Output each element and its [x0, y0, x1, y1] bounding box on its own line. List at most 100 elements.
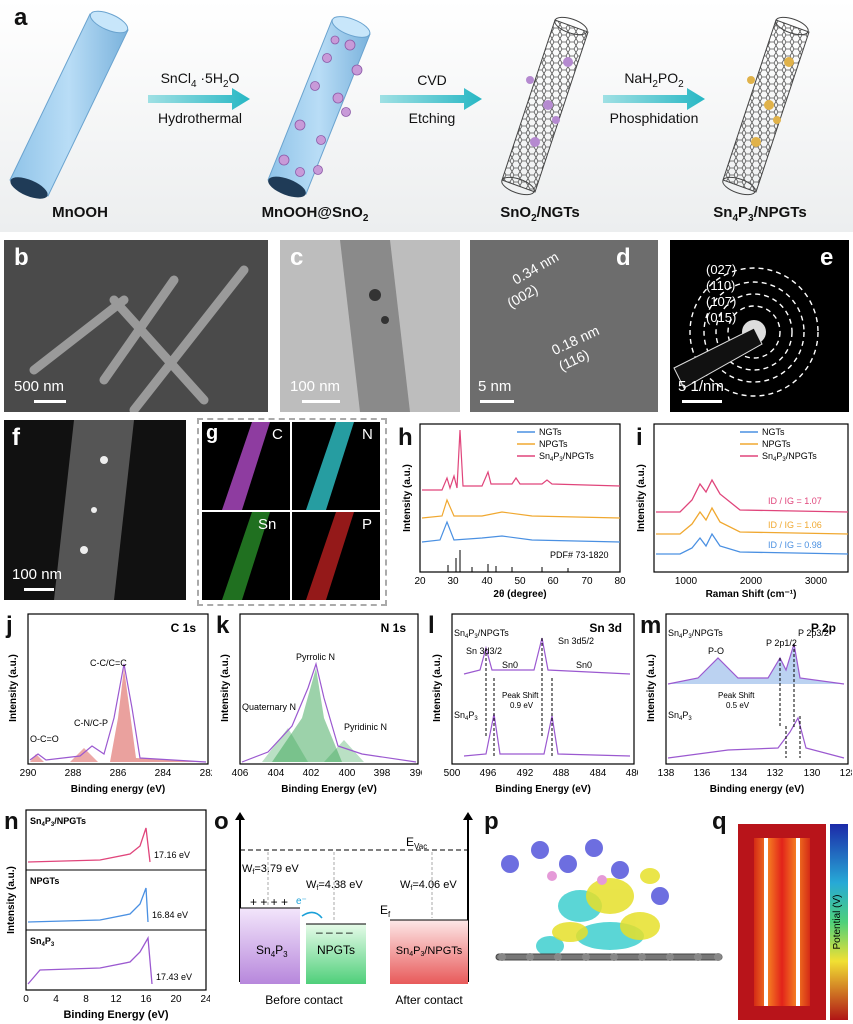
npgts-box	[306, 924, 366, 984]
svg-text:Sn4P3/NPGTs: Sn4P3/NPGTs	[396, 945, 463, 958]
arrow-3-bottom-label: Phosphidation	[609, 110, 699, 126]
panel-g-map-sn: Sn	[202, 512, 290, 600]
svg-text:4: 4	[53, 994, 59, 1005]
panel-j-xlabel: Binding energy (eV)	[71, 784, 165, 795]
svg-text:Quaternary N: Quaternary N	[242, 702, 296, 712]
svg-text:Wf=3.79 eV: Wf=3.79 eV	[242, 863, 299, 876]
panel-label-q: q	[712, 808, 727, 835]
svg-text:– – – –: – – – –	[316, 925, 353, 939]
svg-text:396: 396	[410, 768, 422, 779]
svg-text:492: 492	[517, 768, 534, 779]
svg-text:Intensity (a.u.): Intensity (a.u.)	[6, 866, 17, 934]
svg-text:Sn4P3/NPGTs: Sn4P3/NPGTs	[762, 451, 817, 463]
svg-text:NGTs: NGTs	[762, 427, 785, 437]
ratio-sn4p3-npgts: ID / IG = 1.07	[768, 496, 822, 506]
svg-text:8: 8	[83, 994, 89, 1005]
panel-label-o: o	[214, 808, 229, 835]
panel-c-scale: 100 nm	[290, 378, 341, 395]
panel-e-ring-4: (015)	[706, 310, 737, 325]
panel-c-tem-image: c 100 nm	[280, 240, 460, 412]
evac-label: EVac	[406, 835, 427, 851]
svg-text:0.5 eV: 0.5 eV	[726, 701, 750, 710]
svg-text:P 2p1/2: P 2p1/2	[766, 638, 797, 648]
svg-text:N 1s: N 1s	[381, 621, 407, 635]
svg-text:500: 500	[444, 768, 461, 779]
panel-b-scale: 500 nm	[14, 378, 65, 395]
panel-label-h: h	[398, 424, 413, 451]
sno2-ngt-tube	[501, 16, 589, 196]
svg-text:Intensity (a.u.): Intensity (a.u.)	[220, 654, 231, 722]
svg-text:50: 50	[514, 576, 526, 587]
svg-text:Binding Energy (eV): Binding Energy (eV)	[63, 1009, 168, 1021]
svg-text:Binding energy (eV): Binding energy (eV)	[710, 784, 804, 795]
panel-e-ring-3: (107)	[706, 294, 737, 309]
panel-f-stem-image: f 100 nm	[4, 420, 186, 600]
svg-text:16: 16	[140, 994, 152, 1005]
panel-n-ups-chart: Sn4P3/NPGTs NPGTs Sn4P3 17.16 eV 16.84 e…	[6, 809, 210, 1021]
panel-label-c: c	[290, 244, 304, 271]
svg-text:132: 132	[767, 768, 784, 779]
panel-label-g: g	[206, 422, 219, 444]
panel-d-scale: 5 nm	[478, 378, 512, 395]
reference-sticks	[447, 550, 569, 572]
svg-text:Binding Energy (eV): Binding Energy (eV)	[495, 784, 591, 795]
arrow-3	[603, 88, 705, 110]
svg-text:480: 480	[626, 768, 638, 779]
legend-npgts: NPGTs	[539, 439, 568, 449]
panel-label-j: j	[6, 612, 13, 639]
panel-e-saed-image: e (027) (110) (107) (015) 5 1/nm	[670, 240, 849, 412]
panel-label-l: l	[428, 612, 435, 639]
svg-text:17.43 eV: 17.43 eV	[156, 972, 192, 982]
svg-text:404: 404	[268, 768, 285, 779]
colorbar	[830, 824, 848, 1020]
svg-text:Pyrrolic N: Pyrrolic N	[296, 652, 335, 662]
svg-text:3000: 3000	[805, 576, 828, 587]
panel-h-legend: NGTs NPGTs Sn4P3/NPGTs	[517, 427, 594, 463]
svg-text:134: 134	[731, 768, 748, 779]
stage-1-label: MnOOH	[52, 204, 108, 221]
panel-f-scale: 100 nm	[12, 566, 63, 583]
panel-q-potential-map: Potential (V)	[738, 824, 848, 1020]
svg-text:Pyridinic N: Pyridinic N	[344, 722, 387, 732]
svg-text:484: 484	[590, 768, 607, 779]
colorbar-label: Potential (V)	[832, 894, 843, 949]
svg-text:30: 30	[447, 576, 459, 587]
panel-k-n1s-chart: N 1s Quaternary N Pyrrolic N Pyridinic N…	[220, 613, 422, 795]
panel-d-spacing-1: 0.34 nm	[509, 248, 562, 288]
svg-text:Sn4P3: Sn4P3	[256, 943, 288, 959]
arrow-2-bottom-label: Etching	[408, 110, 456, 126]
series-ngts-raman	[656, 532, 849, 555]
svg-text:P-O: P-O	[708, 646, 724, 656]
svg-text:+ + + +: + + + +	[250, 895, 288, 909]
before-contact-label: Before contact	[265, 993, 343, 1007]
svg-text:282: 282	[200, 768, 212, 779]
svg-text:2000: 2000	[740, 576, 763, 587]
svg-text:60: 60	[547, 576, 559, 587]
panel-d-scale-bar	[480, 400, 514, 403]
panel-label-e: e	[820, 244, 834, 271]
svg-text:Ef: Ef	[380, 903, 391, 919]
svg-text:Sn 3d: Sn 3d	[589, 621, 622, 635]
svg-text:NPGTs: NPGTs	[30, 876, 59, 886]
panel-d-plane-1: (002)	[504, 280, 541, 312]
peak-c-c: C-C/C=C	[90, 658, 127, 668]
panel-g-frame	[197, 418, 387, 606]
panel-g-map-p: P	[292, 512, 380, 600]
after-contact-label: After contact	[395, 993, 463, 1007]
panel-e-scale: 5 1/nm	[678, 378, 724, 395]
svg-text:Intensity (a.u.): Intensity (a.u.)	[432, 654, 443, 722]
panel-label-i: i	[636, 424, 643, 451]
svg-text:402: 402	[303, 768, 320, 779]
svg-text:138: 138	[658, 768, 675, 779]
panel-i-raman-chart: NGTs NPGTs Sn4P3/NPGTs ID / IG = 1.07 ID…	[636, 423, 849, 600]
arrow-2	[380, 88, 482, 110]
arrow-1	[148, 88, 250, 110]
svg-text:17.16 eV: 17.16 eV	[154, 850, 190, 860]
svg-text:16.84 eV: 16.84 eV	[152, 910, 188, 920]
svg-text:Sn 3d3/2: Sn 3d3/2	[466, 646, 502, 656]
series-npgts-raman	[656, 506, 849, 535]
panel-m-p2p-chart: P 2p Sn4P3/NPGTs Sn4P3 P-O P 2p1/2 P 2p3…	[646, 613, 852, 795]
svg-text:398: 398	[374, 768, 391, 779]
legend-sn4p3-npgts: Sn4P3/NPGTs	[539, 451, 594, 463]
panel-h-annotation: PDF# 73-1820	[550, 550, 609, 560]
